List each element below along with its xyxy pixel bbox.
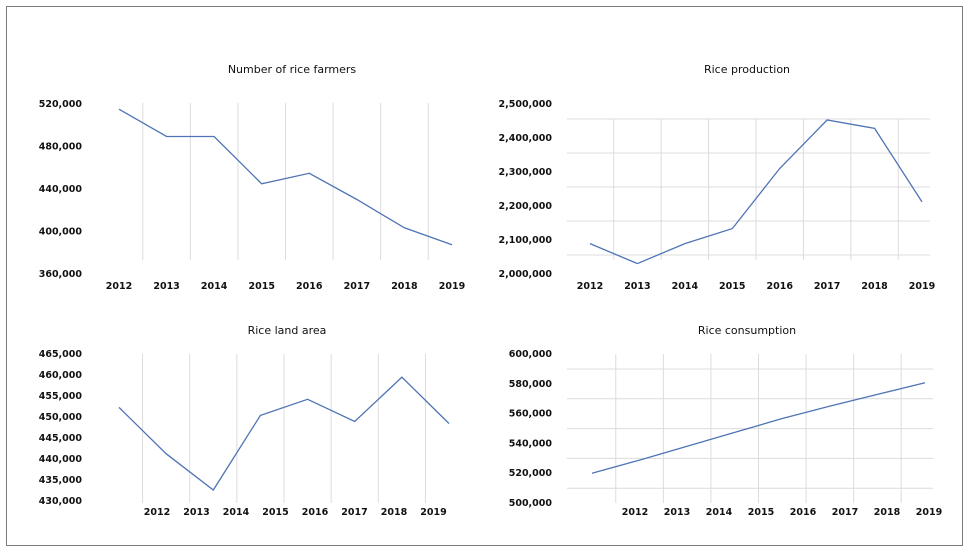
y-tick-label: 455,000 <box>39 391 83 402</box>
y-tick-label: 2,100,000 <box>499 235 553 246</box>
chart-title: Rice production <box>704 63 790 76</box>
y-tick-label: 520,000 <box>509 468 553 479</box>
x-tick-label: 2016 <box>790 507 817 518</box>
y-tick-label: 520,000 <box>39 99 83 110</box>
chart-panel-1: Number of rice farmers 520,000 480,000 440,… <box>39 63 466 292</box>
chart-panel-3: Rice land area 465,000 460,000 455,000 450,0… <box>39 324 450 518</box>
x-tick-label: 2018 <box>874 507 901 518</box>
y-tick-label: 440,000 <box>39 454 83 465</box>
y-tick-label: 445,000 <box>39 433 83 444</box>
x-tick-label: 2015 <box>719 281 745 292</box>
x-tick-label: 2013 <box>664 507 690 518</box>
series-line <box>118 108 453 246</box>
x-tick-label: 2013 <box>183 507 209 518</box>
y-tick-label: 500,000 <box>509 498 553 509</box>
series-line <box>118 376 450 491</box>
x-tick-label: 2012 <box>577 281 603 292</box>
y-tick-label: 600,000 <box>509 349 553 360</box>
x-tick-label: 2017 <box>341 507 367 518</box>
x-tick-label: 2018 <box>381 507 408 518</box>
x-tick-label: 2016 <box>766 281 793 292</box>
x-tick-label: 2016 <box>296 281 323 292</box>
y-tick-label: 2,300,000 <box>499 167 553 178</box>
x-tick-label: 2014 <box>201 281 228 292</box>
y-tick-label: 2,000,000 <box>499 269 553 280</box>
y-tick-label: 540,000 <box>509 438 553 449</box>
x-tick-label: 2014 <box>223 507 250 518</box>
y-tick-label: 450,000 <box>39 412 83 423</box>
figure-frame: Number of rice farmers 520,000 480,000 440,… <box>6 6 963 546</box>
x-tick-label: 2012 <box>622 507 648 518</box>
x-tick-label: 2012 <box>106 281 132 292</box>
chart-title: Rice consumption <box>698 324 796 337</box>
series-line <box>589 119 923 265</box>
charts-canvas: Number of rice farmers 520,000 480,000 440,… <box>39 63 943 518</box>
x-tick-label: 2015 <box>748 507 774 518</box>
x-tick-label: 2019 <box>916 507 942 518</box>
x-tick-label: 2014 <box>672 281 699 292</box>
chart-panel-4: Rice consumption 600,000 580,000 560,000 540… <box>509 324 943 518</box>
y-tick-label: 2,400,000 <box>499 133 553 144</box>
y-tick-label: 2,200,000 <box>499 201 553 212</box>
y-tick-label: 360,000 <box>39 269 83 280</box>
y-tick-label: 2,500,000 <box>499 99 553 110</box>
y-tick-label: 430,000 <box>39 496 83 507</box>
x-tick-label: 2015 <box>262 507 288 518</box>
x-tick-label: 2019 <box>420 507 446 518</box>
y-tick-label: 460,000 <box>39 370 83 381</box>
chart-title: Number of rice farmers <box>228 63 357 76</box>
y-tick-label: 480,000 <box>39 142 83 153</box>
x-tick-label: 2018 <box>861 281 888 292</box>
x-tick-label: 2013 <box>153 281 179 292</box>
x-tick-label: 2014 <box>706 507 733 518</box>
x-tick-label: 2019 <box>439 281 465 292</box>
x-tick-label: 2017 <box>344 281 370 292</box>
y-tick-label: 440,000 <box>39 184 83 195</box>
series-line <box>591 382 926 474</box>
x-tick-label: 2019 <box>909 281 935 292</box>
x-tick-label: 2016 <box>302 507 329 518</box>
x-tick-label: 2017 <box>832 507 858 518</box>
x-tick-label: 2015 <box>248 281 274 292</box>
chart-panel-2: Rice production 2,500,000 2,400,000 2,300,0… <box>499 63 936 292</box>
y-tick-label: 580,000 <box>509 379 553 390</box>
y-tick-label: 435,000 <box>39 475 83 486</box>
x-tick-label: 2013 <box>624 281 650 292</box>
y-tick-label: 400,000 <box>39 227 83 238</box>
y-tick-label: 560,000 <box>509 409 553 420</box>
chart-title: Rice land area <box>248 324 327 337</box>
x-tick-label: 2012 <box>144 507 170 518</box>
x-tick-label: 2017 <box>814 281 840 292</box>
x-tick-label: 2018 <box>391 281 418 292</box>
y-tick-label: 465,000 <box>39 349 83 360</box>
